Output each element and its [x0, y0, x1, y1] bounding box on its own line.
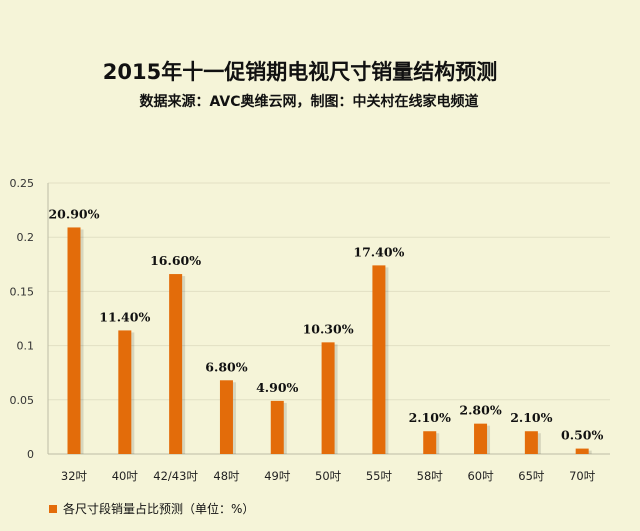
bar	[219, 380, 233, 454]
chart-title: 2015年十一促销期电视尺寸销量结构预测	[102, 60, 498, 84]
data-label: 4.90%	[256, 380, 298, 395]
data-label: 0.50%	[561, 428, 603, 443]
y-tick-label: 0	[27, 448, 34, 461]
data-label: 10.30%	[303, 321, 354, 336]
x-tick-label: 55吋	[366, 469, 393, 483]
bar	[67, 227, 81, 454]
y-tick-label: 0.15	[10, 285, 35, 298]
x-tick-label: 49吋	[264, 469, 291, 483]
data-label: 2.10%	[409, 410, 451, 425]
legend-swatch	[49, 504, 57, 513]
x-tick-label: 50吋	[315, 469, 342, 483]
data-label: 2.80%	[459, 403, 501, 418]
data-label: 2.10%	[510, 410, 552, 425]
bar	[524, 431, 538, 454]
x-tick-label: 40吋	[112, 469, 139, 483]
data-label: 20.90%	[48, 206, 99, 221]
data-label: 17.40%	[353, 244, 404, 259]
x-tick-label: 60吋	[467, 469, 494, 483]
bar	[118, 330, 132, 454]
bar	[270, 400, 284, 454]
data-label: 11.40%	[99, 309, 150, 324]
data-label: 16.60%	[150, 253, 201, 268]
y-tick-label: 0.25	[10, 177, 35, 190]
chart-subtitle: 数据来源：AVC奥维云网，制图：中关村在线家电频道	[139, 94, 479, 110]
x-tick-label: 48吋	[213, 469, 240, 483]
bar	[575, 448, 589, 454]
bar	[321, 342, 335, 454]
bar	[474, 423, 488, 454]
x-tick-label: 58吋	[417, 469, 444, 483]
x-tick-label: 65吋	[518, 469, 545, 483]
legend-label: 各尺寸段销量占比预测（单位：%）	[63, 502, 255, 516]
legend: 各尺寸段销量占比预测（单位：%）	[49, 500, 254, 517]
y-tick-label: 0.1	[17, 340, 35, 353]
y-tick-label: 0.2	[17, 231, 35, 244]
x-tick-label: 70吋	[569, 469, 596, 483]
bar	[372, 265, 386, 454]
data-label: 6.80%	[205, 359, 247, 374]
bar	[169, 274, 183, 454]
x-tick-label: 32吋	[61, 469, 88, 483]
bar	[423, 431, 437, 454]
x-tick-label: 42/43吋	[153, 469, 198, 483]
y-tick-label: 0.05	[10, 394, 35, 407]
